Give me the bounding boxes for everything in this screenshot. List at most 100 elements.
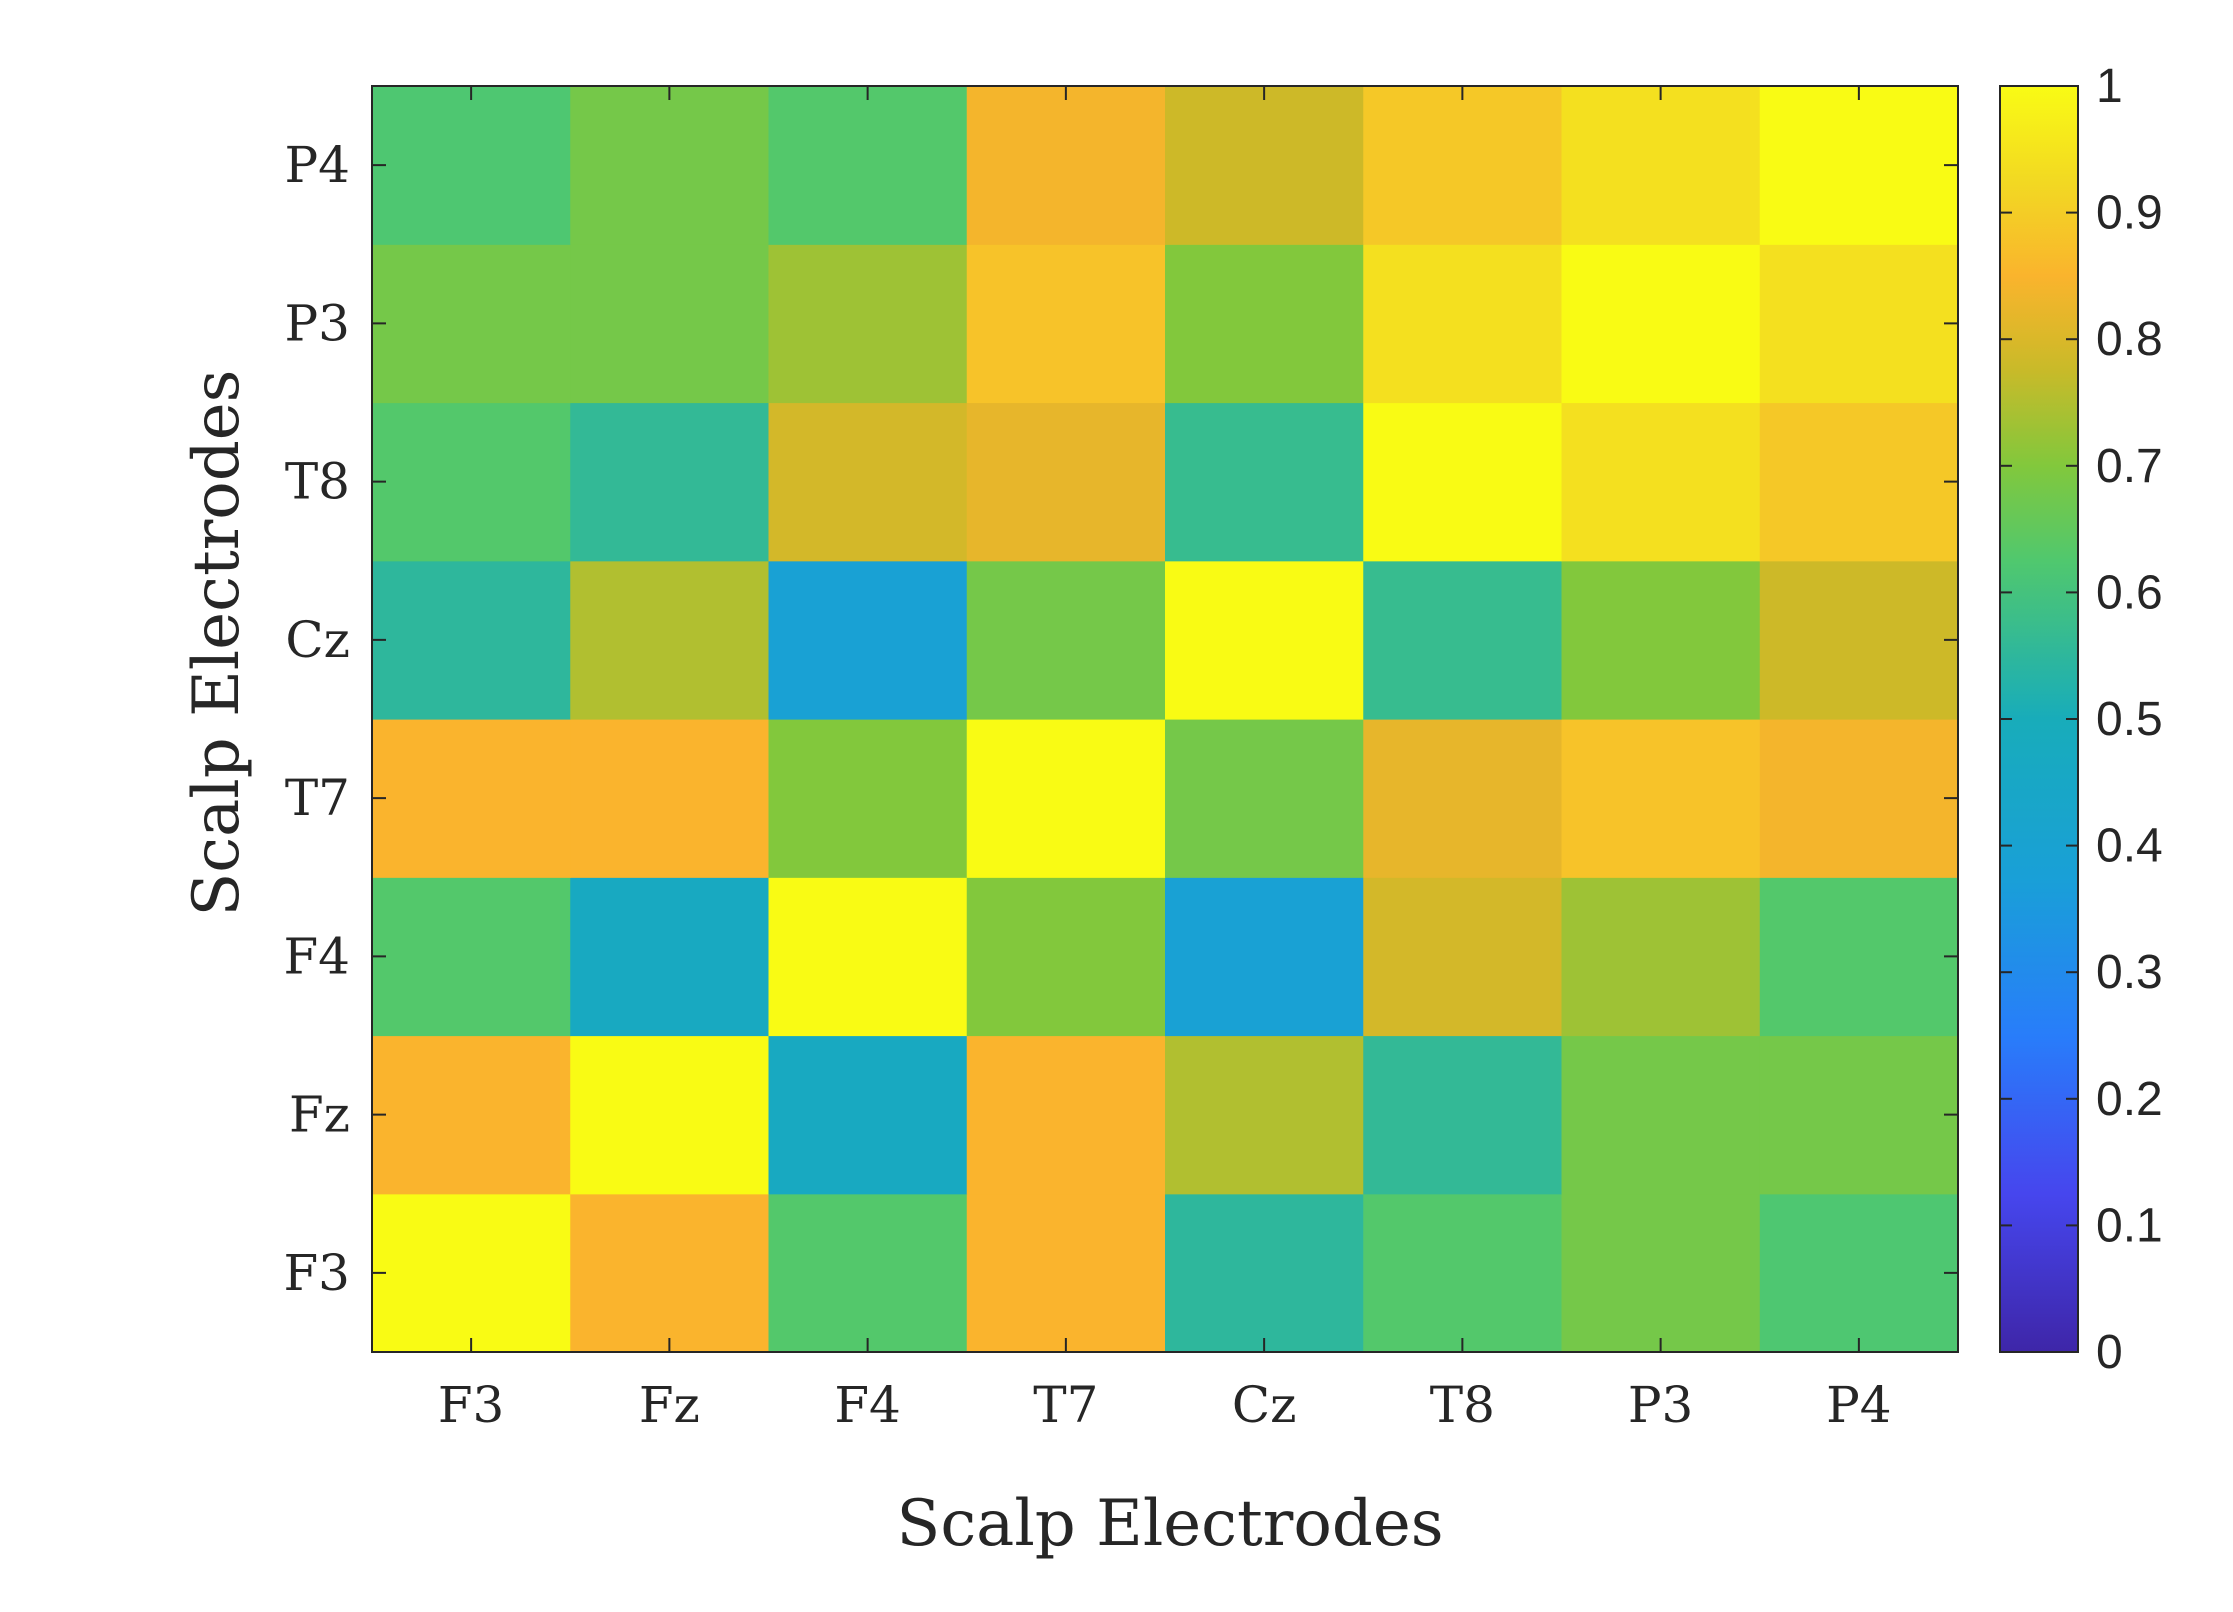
heatmap-cell-F4-Cz — [1165, 877, 1364, 1037]
y-tick-label: Fz — [289, 1086, 350, 1144]
heatmap-cell-T8-P3 — [1561, 402, 1761, 562]
heatmap-cell-F4-F3 — [372, 877, 571, 1037]
heatmap-cell-T8-T8 — [1363, 402, 1563, 562]
x-tick-label: F3 — [438, 1376, 505, 1434]
heatmap-cell-T8-F4 — [768, 402, 968, 562]
x-tick-label: F4 — [834, 1376, 901, 1434]
y-tick-label: F3 — [283, 1244, 350, 1302]
colorbar-tick-label: 0.1 — [2096, 1199, 2163, 1252]
heatmap-cell-Cz-Cz — [1165, 560, 1364, 720]
colorbar-tick-label: 0.4 — [2096, 820, 2163, 873]
x-tick-label: Fz — [639, 1376, 700, 1434]
y-axis-title: Scalp Electrodes — [180, 369, 254, 916]
heatmap-cell-Cz-T8 — [1363, 560, 1563, 720]
heatmap-cell-P3-F4 — [768, 244, 968, 404]
colorbar-tick-label: 0.3 — [2096, 946, 2163, 999]
heatmap-cell-Fz-T8 — [1363, 1035, 1563, 1195]
x-axis-ticks: F3 Fz F4 T7 Cz T8 P3 P4 — [438, 86, 1892, 1434]
y-tick-label: P4 — [285, 136, 350, 194]
heatmap-cell-T8-Cz — [1165, 402, 1364, 562]
heatmap-cell-Cz-F4 — [768, 560, 968, 720]
heatmap-cell-F3-P3 — [1561, 1193, 1761, 1353]
heatmap-cell-Cz-T7 — [966, 560, 1166, 720]
heatmap-cell-T7-P3 — [1561, 719, 1761, 878]
colorbar: 0 0.1 0.2 0.3 0.4 0.5 0.6 0.7 0.8 0.9 1 — [1999, 60, 2163, 1379]
y-tick-label: Cz — [285, 611, 350, 669]
y-tick-label: P3 — [285, 294, 350, 352]
heatmap-cell-P4-P4 — [1759, 86, 1959, 245]
heatmap-cell-Cz-P3 — [1561, 560, 1761, 720]
heatmap-cell-T7-F4 — [768, 719, 968, 878]
heatmap-cell-F4-P4 — [1759, 877, 1959, 1037]
heatmap-cell-F3-F4 — [768, 1193, 968, 1353]
heatmap-cells — [371, 85, 1959, 1353]
heatmap-cell-P3-P4 — [1759, 244, 1959, 404]
colorbar-gradient — [1999, 85, 2079, 1353]
heatmap-cell-T8-F3 — [372, 402, 571, 562]
x-tick-label: Cz — [1232, 1376, 1297, 1434]
x-axis-title: Scalp Electrodes — [896, 1487, 1443, 1561]
heatmap-cell-P3-Fz — [570, 244, 770, 404]
heatmap-cell-F3-F3 — [372, 1193, 571, 1353]
heatmap-cell-F4-T8 — [1363, 877, 1563, 1037]
heatmap-cell-T7-T7 — [966, 719, 1166, 878]
heatmap-cell-P3-Cz — [1165, 244, 1364, 404]
colorbar-tick-label: 0.9 — [2096, 187, 2163, 240]
heatmap-cell-P4-F4 — [768, 86, 968, 245]
heatmap-cell-P3-T8 — [1363, 244, 1563, 404]
heatmap-cell-P3-P3 — [1561, 244, 1761, 404]
colorbar-tick-label: 0.2 — [2096, 1073, 2163, 1126]
heatmap-cell-P4-T7 — [966, 86, 1166, 245]
heatmap-cell-F4-Fz — [570, 877, 770, 1037]
heatmap-cell-Fz-P3 — [1561, 1035, 1761, 1195]
heatmap-cell-P4-Fz — [570, 86, 770, 245]
heatmap-cell-F3-Cz — [1165, 1193, 1364, 1353]
heatmap-cell-T7-F3 — [372, 719, 571, 878]
colorbar-tick-label: 0 — [2096, 1326, 2123, 1379]
colorbar-tick-label: 0.5 — [2096, 693, 2163, 746]
heatmap-cell-F4-P3 — [1561, 877, 1761, 1037]
heatmap-cell-T8-P4 — [1759, 402, 1959, 562]
heatmap-cell-Fz-T7 — [966, 1035, 1166, 1195]
y-axis-ticks: F3 Fz F4 T7 Cz T8 P3 P4 — [283, 136, 1958, 1302]
x-tick-label: P3 — [1628, 1376, 1693, 1434]
heatmap-cell-P3-T7 — [966, 244, 1166, 404]
colorbar-tick-label: 1 — [2096, 60, 2123, 113]
heatmap-cell-P4-T8 — [1363, 86, 1563, 245]
heatmap-cell-T7-P4 — [1759, 719, 1959, 878]
heatmap-cell-F3-T7 — [966, 1193, 1166, 1353]
colorbar-tick-label: 0.8 — [2096, 313, 2163, 366]
colorbar-tick-label: 0.6 — [2096, 566, 2163, 619]
heatmap-cell-T7-T8 — [1363, 719, 1563, 878]
heatmap-cell-Cz-P4 — [1759, 560, 1959, 720]
heatmap-cell-T8-Fz — [570, 402, 770, 562]
x-tick-label: T8 — [1430, 1376, 1495, 1434]
heatmap-cell-Fz-Fz — [570, 1035, 770, 1195]
heatmap-cell-Cz-F3 — [372, 560, 571, 720]
heatmap-cell-F3-T8 — [1363, 1193, 1563, 1353]
x-tick-label: P4 — [1826, 1376, 1891, 1434]
heatmap-cell-Fz-F3 — [372, 1035, 571, 1195]
heatmap-cell-T7-Cz — [1165, 719, 1364, 878]
heatmap-cell-P4-Cz — [1165, 86, 1364, 245]
heatmap-cell-F4-F4 — [768, 877, 968, 1037]
heatmap-cell-F3-P4 — [1759, 1193, 1959, 1353]
x-tick-label: T7 — [1033, 1376, 1098, 1434]
plot-frame — [371, 85, 1959, 1353]
heatmap-cell-Fz-Cz — [1165, 1035, 1364, 1195]
heatmap-cell-Fz-F4 — [768, 1035, 968, 1195]
heatmap-cell-P4-P3 — [1561, 86, 1761, 245]
heatmap-cell-P4-F3 — [372, 86, 571, 245]
colorbar-tick-label: 0.7 — [2096, 440, 2163, 493]
y-tick-label: T7 — [285, 769, 350, 827]
heatmap-cell-T8-T7 — [966, 402, 1166, 562]
heatmap-cell-Cz-Fz — [570, 560, 770, 720]
heatmap-cell-F3-Fz — [570, 1193, 770, 1353]
y-tick-label: T8 — [285, 453, 350, 511]
heatmap-cell-Fz-P4 — [1759, 1035, 1959, 1195]
heatmap-cell-F4-T7 — [966, 877, 1166, 1037]
heatmap-cell-P3-F3 — [372, 244, 571, 404]
y-tick-label: F4 — [283, 927, 350, 985]
